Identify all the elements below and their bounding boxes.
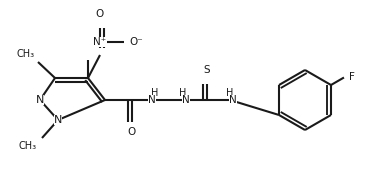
Text: N⁺: N⁺ xyxy=(93,37,107,47)
Text: N: N xyxy=(36,95,44,105)
Text: N: N xyxy=(229,95,237,105)
Text: CH₃: CH₃ xyxy=(17,49,35,59)
Text: S: S xyxy=(204,65,210,75)
Text: F: F xyxy=(349,72,355,83)
Text: N: N xyxy=(148,95,156,105)
Text: H: H xyxy=(226,88,234,98)
Text: O: O xyxy=(96,9,104,19)
Text: H: H xyxy=(151,88,159,98)
Text: O⁻: O⁻ xyxy=(129,37,143,47)
Text: H: H xyxy=(179,88,187,98)
Text: CH₃: CH₃ xyxy=(19,141,37,151)
Text: O: O xyxy=(128,127,136,137)
Text: N: N xyxy=(54,115,62,125)
Text: N: N xyxy=(182,95,190,105)
